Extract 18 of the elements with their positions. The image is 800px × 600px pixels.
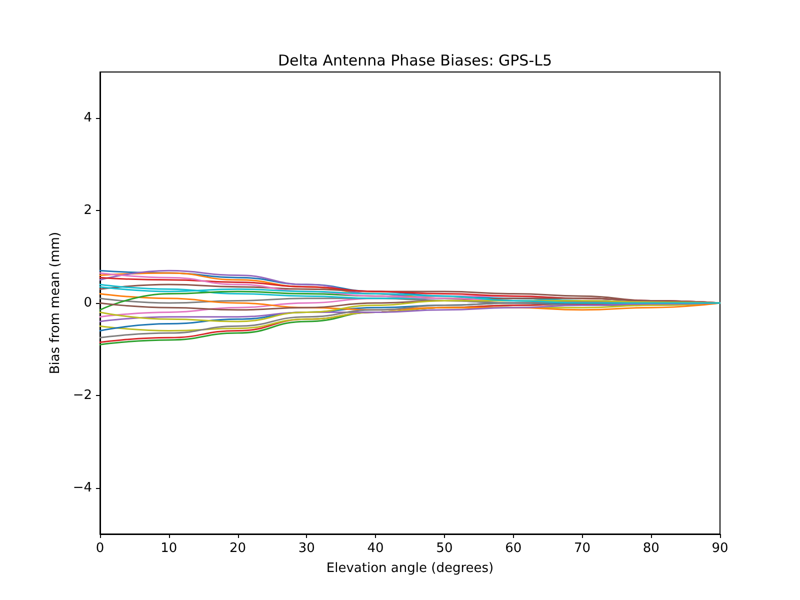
x-tick-label: 70 [574,541,590,556]
x-tick-label: 60 [505,541,522,556]
x-tick-label: 90 [712,541,728,556]
y-tick-label: 4 [84,110,92,126]
x-tick-label: 10 [160,541,178,556]
x-axis-title: Elevation angle (degrees) [326,561,494,576]
chart-title: Delta Antenna Phase Biases: GPS-L5 [278,52,552,70]
x-tick-label: 30 [298,541,315,556]
y-tick-label: 0 [84,296,92,310]
x-tick-label: 40 [367,541,384,556]
y-tick-label: 2 [84,203,92,218]
x-tick-label: 80 [642,541,660,556]
y-tick-label: −4 [72,480,92,496]
x-tick-label: 0 [96,541,104,556]
x-tick-label: 50 [436,541,453,556]
x-tick-label: 20 [230,541,246,556]
y-axis-title: Bias from mean (mm) [48,232,63,374]
y-tick-label: −2 [72,388,92,403]
